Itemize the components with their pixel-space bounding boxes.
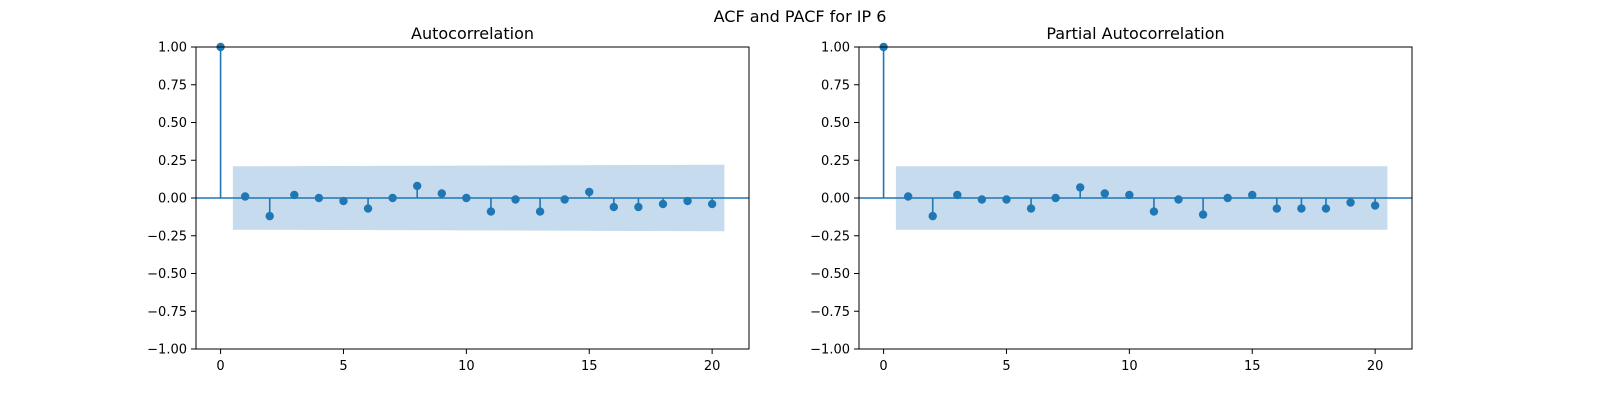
acf-marker-lag-5 xyxy=(339,196,348,206)
acf-ytick-label: 0.50 xyxy=(158,116,187,131)
acf-marker-lag-16 xyxy=(609,202,619,212)
pacf-panel-title: Partial Autocorrelation xyxy=(1046,24,1224,43)
acf-ytick-label: −0.50 xyxy=(147,267,187,282)
pacf-marker-lag-17 xyxy=(1297,204,1306,213)
pacf-xtick-label: 20 xyxy=(1367,359,1384,374)
acf-ytick-label: 0.25 xyxy=(158,154,187,169)
acf-ytick-label: −1.00 xyxy=(147,343,187,358)
acf-marker-lag-20 xyxy=(707,199,717,209)
acf-marker-lag-9 xyxy=(437,189,446,198)
pacf-ytick-label: 0.00 xyxy=(821,192,850,207)
acf-marker-lag-6 xyxy=(363,204,373,213)
acf-panel-title: Autocorrelation xyxy=(411,24,534,43)
pacf-ytick-label: −0.50 xyxy=(810,267,850,282)
acf-ytick-label: −0.25 xyxy=(147,229,187,244)
acf-panel: Autocorrelation −1.00 −0.75 −0.50 −0.25 0.00… xyxy=(147,24,750,374)
pacf-marker-lag-11 xyxy=(1149,207,1159,216)
pacf-marker-lag-2 xyxy=(928,211,937,221)
acf-xtick-label: 20 xyxy=(704,359,721,374)
pacf-marker-lag-20 xyxy=(1370,201,1380,210)
acf-marker-lag-14 xyxy=(560,195,569,204)
pacf-marker-lag-8 xyxy=(1076,183,1085,192)
acf-marker-lag-10 xyxy=(462,193,471,203)
acf-ytick-label: −0.75 xyxy=(147,305,187,320)
acf-xtick-label: 15 xyxy=(581,359,598,374)
pacf-ytick-label: −0.25 xyxy=(810,229,850,244)
pacf-marker-lag-7 xyxy=(1051,193,1060,203)
pacf-xtick-label: 15 xyxy=(1244,359,1261,374)
acf-xtick-label: 10 xyxy=(458,359,475,374)
pacf-marker-lag-10 xyxy=(1125,190,1134,200)
pacf-ytick-label: −1.00 xyxy=(810,343,850,358)
pacf-marker-lag-14 xyxy=(1223,193,1232,203)
figure-title: ACF and PACF for IP 6 xyxy=(714,7,887,26)
pacf-marker-lag-15 xyxy=(1248,190,1257,200)
pacf-marker-lag-18 xyxy=(1321,204,1331,213)
acf-marker-lag-11 xyxy=(486,207,496,216)
acf-ytick-label: 0.75 xyxy=(158,78,187,93)
pacf-marker-lag-5 xyxy=(1002,195,1011,204)
pacf-panel: Partial Autocorrelation −1.00 −0.75 −0.50 −… xyxy=(810,24,1413,374)
pacf-ytick-label: −0.75 xyxy=(810,305,850,320)
pacf-ytick-label: 0.50 xyxy=(821,116,850,131)
acf-marker-lag-18 xyxy=(658,199,668,209)
acf-marker-lag-2 xyxy=(265,211,274,221)
acf-marker-lag-19 xyxy=(683,196,692,206)
acf-marker-lag-12 xyxy=(511,195,520,204)
pacf-marker-lag-4 xyxy=(977,195,987,204)
pacf-marker-lag-3 xyxy=(953,190,962,200)
pacf-marker-lag-19 xyxy=(1346,198,1355,207)
pacf-marker-lag-1 xyxy=(903,192,913,201)
acf-marker-lag-8 xyxy=(413,181,422,191)
pacf-ytick-label: 0.75 xyxy=(821,78,850,93)
acf-marker-lag-1 xyxy=(240,192,250,201)
acf-marker-lag-13 xyxy=(535,207,545,216)
acf-xtick-label: 5 xyxy=(339,359,347,374)
acf-xtick-label: 0 xyxy=(216,359,224,374)
acf-marker-lag-7 xyxy=(388,193,397,203)
acf-marker-lag-3 xyxy=(290,190,299,200)
pacf-ytick-label: 0.25 xyxy=(821,154,850,169)
pacf-xtick-label: 0 xyxy=(879,359,887,374)
pacf-marker-lag-12 xyxy=(1174,195,1183,204)
acf-marker-lag-17 xyxy=(634,202,643,212)
acf-marker-lag-4 xyxy=(314,193,324,203)
acf-ytick-label: 1.00 xyxy=(158,41,187,56)
pacf-xtick-label: 5 xyxy=(1002,359,1010,374)
pacf-marker-lag-9 xyxy=(1100,189,1109,198)
pacf-ytick-label: 1.00 xyxy=(821,41,850,56)
pacf-marker-lag-13 xyxy=(1198,210,1208,219)
acf-ytick-label: 0.00 xyxy=(158,192,187,207)
pacf-xtick-label: 10 xyxy=(1121,359,1138,374)
pacf-marker-lag-16 xyxy=(1272,204,1282,213)
pacf-marker-lag-6 xyxy=(1026,204,1036,213)
acf-marker-lag-15 xyxy=(585,187,594,197)
